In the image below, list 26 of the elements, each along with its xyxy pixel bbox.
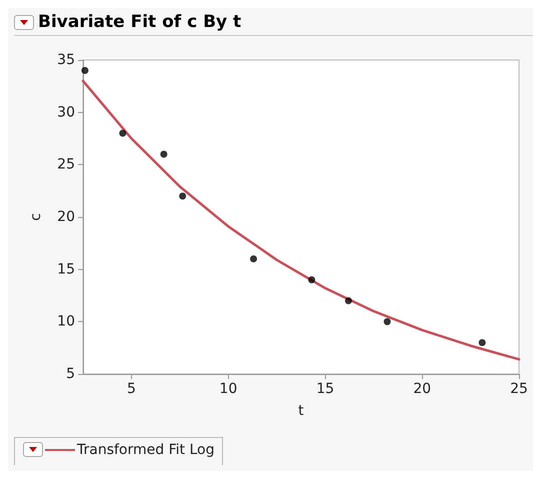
y-tick-label: 20 — [57, 209, 75, 225]
point — [250, 255, 258, 262]
line-series — [82, 80, 520, 361]
point — [179, 192, 186, 200]
point — [308, 276, 316, 284]
point — [160, 150, 168, 158]
y-tick-label: 10 — [57, 314, 75, 330]
y-tick-label: 35 — [57, 52, 75, 68]
x-tick-label: 25 — [510, 381, 528, 397]
x-tick-label: 10 — [219, 381, 238, 397]
x-tick-label: 15 — [316, 381, 334, 397]
point — [344, 297, 352, 304]
point — [384, 318, 391, 326]
y-axis-title: c — [28, 213, 44, 221]
y-tick-label: 5 — [66, 366, 75, 382]
x-axis-title: t — [298, 403, 304, 419]
y-tick-label: 25 — [57, 156, 75, 173]
y-tick-label: 30 — [57, 104, 75, 120]
point — [81, 66, 88, 74]
point — [478, 339, 486, 346]
legend-label: Transformed Fit Log — [77, 442, 214, 458]
chart-title: Bivariate Fit of c By t — [38, 12, 242, 32]
x-tick-label: 5 — [126, 381, 136, 397]
point — [119, 130, 126, 137]
y-tick-label: 15 — [57, 261, 75, 278]
x-tick-label: 20 — [413, 381, 432, 397]
